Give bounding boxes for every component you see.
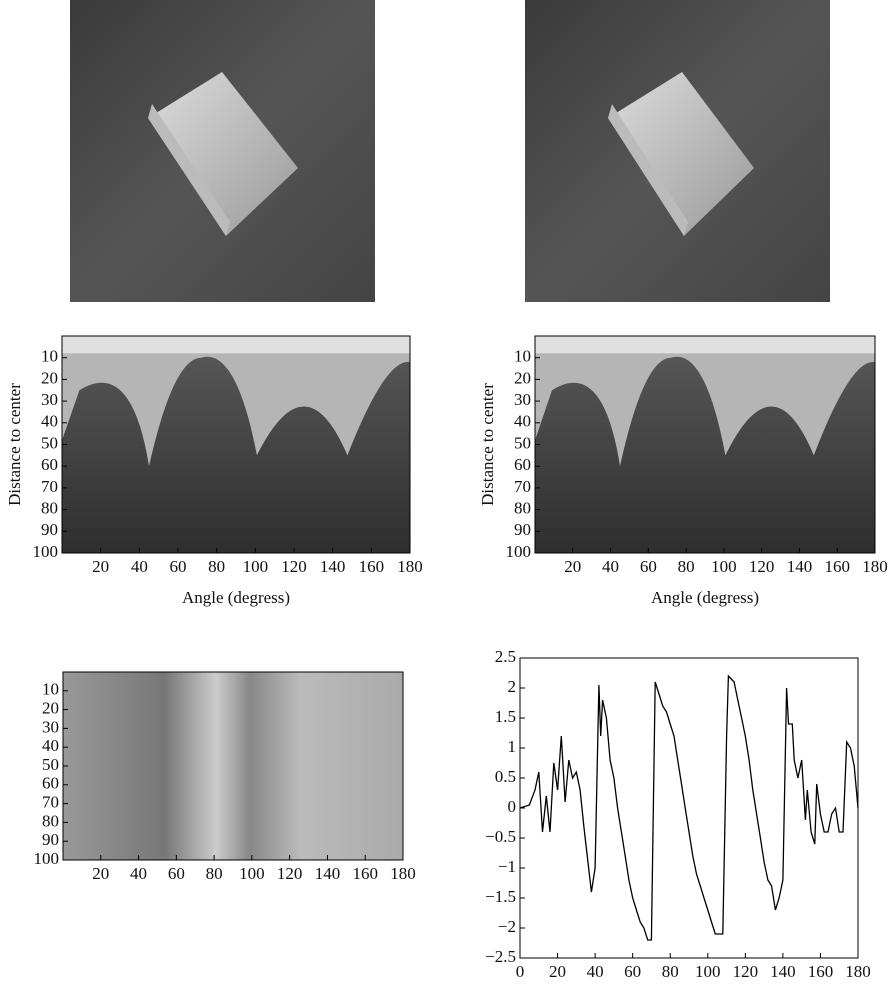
y-tick-label: 1.5: [495, 707, 516, 726]
x-tick-label: 40: [131, 557, 148, 576]
y-tick-label: 70: [42, 793, 59, 812]
x-tick-label: 120: [281, 557, 307, 576]
y-tick-label: 40: [41, 412, 58, 431]
y-axis-label: Distance to center: [478, 383, 497, 506]
y-tick-label: 20: [41, 368, 58, 387]
y-tick-label: −0.5: [485, 827, 516, 846]
y-tick-label: 90: [41, 520, 58, 539]
y-tick-label: −1.5: [485, 887, 516, 906]
x-tick-label: 40: [602, 557, 619, 576]
y-tick-label: −2: [498, 917, 516, 936]
y-tick-label: 20: [514, 368, 531, 387]
image-content: [63, 672, 403, 860]
x-tick-label: 100: [243, 557, 269, 576]
x-tick-label: 20: [549, 962, 566, 981]
y-tick-label: 60: [514, 455, 531, 474]
y-tick-label: 40: [514, 412, 531, 431]
y-tick-label: 10: [41, 347, 58, 366]
y-tick-label: 2: [508, 677, 517, 696]
x-tick-label: 180: [845, 962, 871, 981]
y-tick-label: 90: [514, 520, 531, 539]
x-tick-label: 140: [320, 557, 346, 576]
x-tick-label: 140: [315, 864, 341, 883]
y-tick-label: 0.5: [495, 767, 516, 786]
x-tick-label: 40: [587, 962, 604, 981]
y-tick-label: 2.5: [495, 647, 516, 666]
x-tick-label: 180: [390, 864, 416, 883]
y-tick-label: 90: [42, 830, 59, 849]
x-tick-label: 180: [397, 557, 423, 576]
figure: 2040608010012014016018010203040506070809…: [0, 0, 895, 981]
photo-right: [525, 0, 830, 302]
x-tick-label: 60: [170, 557, 187, 576]
y-tick-label: 20: [42, 699, 59, 718]
x-tick-label: 100: [711, 557, 737, 576]
y-tick-label: 80: [42, 811, 59, 830]
y-tick-label: 60: [42, 774, 59, 793]
y-tick-label: 100: [506, 542, 532, 561]
axes-frame: [520, 658, 858, 958]
y-tick-label: 80: [41, 499, 58, 518]
data-line: [520, 676, 858, 940]
x-tick-label: 0: [516, 962, 525, 981]
x-tick-label: 40: [130, 864, 147, 883]
image-band: [535, 336, 875, 353]
y-tick-label: 1: [508, 737, 517, 756]
y-tick-label: 100: [34, 849, 60, 868]
x-tick-label: 120: [733, 962, 759, 981]
y-tick-label: 60: [41, 455, 58, 474]
y-tick-label: 70: [514, 477, 531, 496]
photo-left: [70, 0, 375, 302]
x-tick-label: 60: [640, 557, 657, 576]
x-tick-label: 120: [277, 864, 303, 883]
y-tick-label: −2.5: [485, 947, 516, 966]
x-axis-label: Angle (degress): [182, 588, 290, 607]
x-tick-label: 100: [695, 962, 721, 981]
y-tick-label: 30: [42, 717, 59, 736]
y-tick-label: 50: [42, 755, 59, 774]
x-tick-label: 20: [564, 557, 581, 576]
image-band: [62, 336, 410, 353]
x-tick-label: 160: [824, 557, 850, 576]
y-axis-label: Distance to center: [5, 383, 24, 506]
x-tick-label: 140: [787, 557, 813, 576]
y-tick-label: 0: [508, 797, 517, 816]
y-tick-label: 50: [514, 433, 531, 452]
x-tick-label: 120: [749, 557, 775, 576]
x-tick-label: 20: [92, 557, 109, 576]
y-tick-label: 70: [41, 477, 58, 496]
x-tick-label: 160: [359, 557, 385, 576]
y-tick-label: 40: [42, 736, 59, 755]
x-tick-label: 80: [208, 557, 225, 576]
x-tick-label: 60: [168, 864, 185, 883]
y-tick-label: 10: [42, 680, 59, 699]
y-tick-label: 100: [33, 542, 59, 561]
x-tick-label: 160: [808, 962, 834, 981]
x-tick-label: 180: [862, 557, 888, 576]
x-tick-label: 80: [678, 557, 695, 576]
x-axis-label: Angle (degress): [651, 588, 759, 607]
y-tick-label: 30: [41, 390, 58, 409]
x-tick-label: 140: [770, 962, 796, 981]
y-tick-label: 80: [514, 499, 531, 518]
x-tick-label: 160: [352, 864, 378, 883]
x-tick-label: 20: [92, 864, 109, 883]
y-tick-label: −1: [498, 857, 516, 876]
x-tick-label: 100: [239, 864, 265, 883]
x-tick-label: 60: [624, 962, 641, 981]
y-tick-label: 10: [514, 347, 531, 366]
y-tick-label: 50: [41, 433, 58, 452]
x-tick-label: 80: [206, 864, 223, 883]
x-tick-label: 80: [662, 962, 679, 981]
y-tick-label: 30: [514, 390, 531, 409]
